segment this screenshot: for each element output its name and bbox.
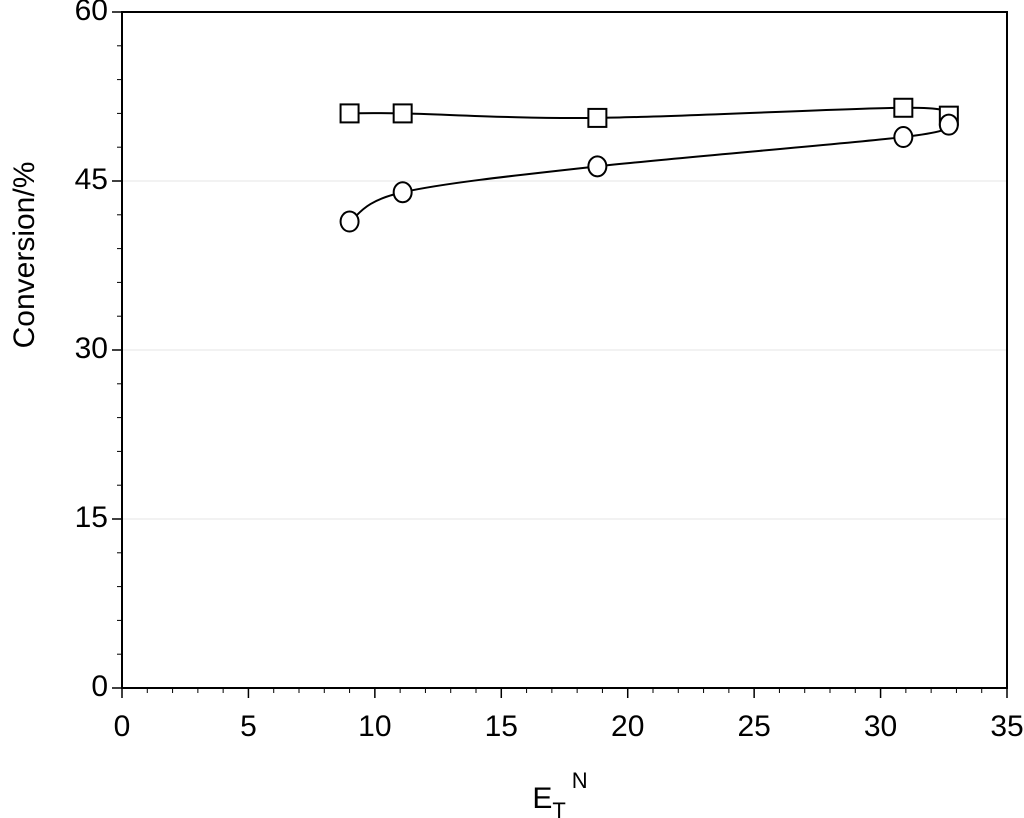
x-label-subscript: T xyxy=(552,798,565,818)
circle-marker xyxy=(339,210,360,233)
square-marker xyxy=(587,107,608,128)
x-tick-label: 0 xyxy=(114,710,131,743)
y-axis-label: Conversion/% xyxy=(8,162,41,349)
x-label-main: E xyxy=(532,782,552,815)
x-tick-label: 5 xyxy=(240,710,257,743)
x-tick-label: 10 xyxy=(358,710,391,743)
circle-marker xyxy=(893,126,914,149)
x-tick-label: 30 xyxy=(864,710,897,743)
y-tick-label: 0 xyxy=(91,670,108,703)
plot-frame xyxy=(121,11,1008,689)
y-tick-label: 60 xyxy=(75,0,108,27)
circle-marker xyxy=(587,155,608,178)
circle-marker xyxy=(938,113,959,136)
y-tick-label: 45 xyxy=(75,163,108,196)
x-tick-label: 20 xyxy=(611,710,644,743)
square-marker xyxy=(339,103,360,124)
x-axis-label: ETN xyxy=(532,768,587,818)
square-marker xyxy=(893,97,914,118)
x-tick-label: 15 xyxy=(485,710,518,743)
x-tick-label: 35 xyxy=(990,710,1023,743)
circle-marker xyxy=(392,181,413,204)
y-tick-label: 15 xyxy=(75,501,108,534)
series-line xyxy=(349,123,950,223)
series-line xyxy=(349,106,950,120)
x-tick-label: 25 xyxy=(737,710,770,743)
x-label-superscript: N xyxy=(572,768,588,793)
y-tick-label: 30 xyxy=(75,332,108,365)
square-marker xyxy=(392,103,413,124)
